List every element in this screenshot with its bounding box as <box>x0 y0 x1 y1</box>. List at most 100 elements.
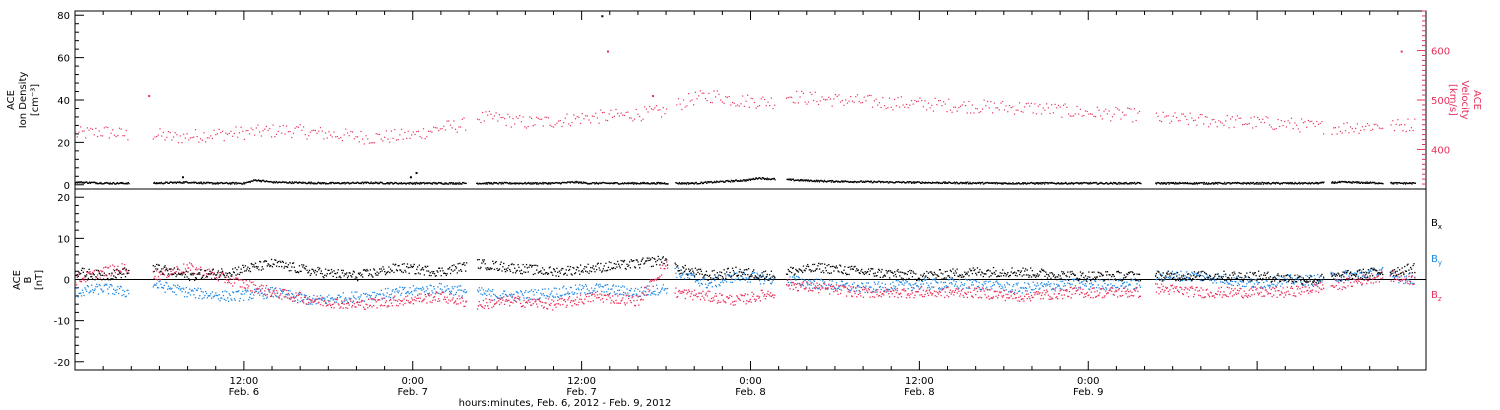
bz-point <box>720 301 722 303</box>
bz-point <box>447 302 449 304</box>
density-point <box>1178 183 1180 185</box>
density-point <box>565 182 567 184</box>
density-point <box>1409 182 1412 185</box>
velocity-point <box>1270 126 1272 128</box>
by-point <box>1227 283 1229 285</box>
density-point <box>179 182 182 184</box>
density-point <box>480 183 482 185</box>
by-point <box>495 295 497 298</box>
bz-point <box>123 267 125 270</box>
density-point <box>288 181 291 183</box>
density-point <box>656 181 658 184</box>
density-point <box>168 182 170 185</box>
density-point <box>101 183 104 185</box>
by-point <box>1024 282 1026 284</box>
by-point <box>1116 286 1118 289</box>
by-point <box>1029 291 1032 294</box>
by-point <box>1165 277 1167 279</box>
bz-point <box>286 289 288 292</box>
density-point <box>872 181 875 183</box>
density-point <box>1030 181 1032 184</box>
density-point <box>302 181 304 183</box>
by-point <box>353 297 355 299</box>
bz-point <box>514 296 517 299</box>
density-point <box>383 183 385 185</box>
by-point <box>493 299 496 301</box>
density-point <box>93 181 95 184</box>
density-point <box>1031 182 1034 184</box>
density-point <box>895 181 897 183</box>
bz-point <box>713 299 715 301</box>
density-point <box>630 182 633 184</box>
density-point <box>167 182 169 184</box>
density-point <box>438 182 441 184</box>
density-point <box>733 180 735 183</box>
bz-point <box>206 269 209 271</box>
by-point <box>1111 285 1114 287</box>
velocity-point <box>1355 127 1357 129</box>
density-point <box>640 183 643 185</box>
density-point <box>531 183 533 185</box>
density-point <box>849 180 852 183</box>
density-point <box>191 181 194 184</box>
by-point <box>1248 280 1250 282</box>
density-point <box>543 182 545 184</box>
density-point <box>799 180 801 182</box>
velocity-point <box>991 112 994 114</box>
velocity-point <box>718 93 720 95</box>
density-point <box>666 183 668 185</box>
density-point <box>224 182 227 184</box>
by-point <box>280 289 282 291</box>
density-point <box>1018 182 1020 184</box>
by-point <box>439 288 442 290</box>
by-point <box>742 277 745 280</box>
by-point <box>948 279 950 281</box>
velocity-point <box>164 139 166 141</box>
bz-point <box>568 295 571 298</box>
velocity-point <box>350 130 352 133</box>
velocity-point <box>546 116 548 118</box>
by-point <box>1334 278 1337 280</box>
density-point <box>179 181 181 183</box>
bz-point <box>573 300 575 302</box>
by-point <box>842 284 844 286</box>
by-point <box>164 291 166 293</box>
by-point <box>965 287 968 289</box>
by-point <box>1168 277 1170 279</box>
bz-point <box>454 300 457 302</box>
density-point <box>495 181 497 184</box>
by-point <box>172 284 175 286</box>
bz-point <box>650 279 652 281</box>
density-point <box>488 183 491 185</box>
bz-point <box>688 290 691 293</box>
density-outlier <box>181 176 184 179</box>
bz-point <box>726 296 729 298</box>
by-point <box>400 292 403 294</box>
density-point <box>930 182 932 185</box>
by-point <box>1175 273 1177 275</box>
by-point <box>795 279 797 281</box>
by-point <box>1006 281 1008 284</box>
by-point <box>116 289 118 291</box>
bz-point <box>845 295 848 297</box>
by-point <box>1269 285 1272 287</box>
bz-point <box>736 296 739 298</box>
density-point <box>318 182 320 184</box>
density-point <box>312 182 314 184</box>
by-point <box>1171 270 1174 273</box>
by-point <box>348 297 350 299</box>
velocity-point <box>1257 116 1259 119</box>
density-point <box>863 180 865 183</box>
density-point <box>1271 182 1274 184</box>
density-point <box>431 182 433 185</box>
velocity-point <box>1306 126 1308 128</box>
by-point <box>1155 278 1158 281</box>
density-point <box>1254 182 1256 185</box>
by-point <box>514 300 517 302</box>
velocity-point <box>1206 116 1208 118</box>
density-point <box>876 181 878 184</box>
density-point <box>276 182 279 184</box>
density-point <box>276 181 278 183</box>
bz-point <box>803 287 805 290</box>
by-point <box>541 294 543 296</box>
